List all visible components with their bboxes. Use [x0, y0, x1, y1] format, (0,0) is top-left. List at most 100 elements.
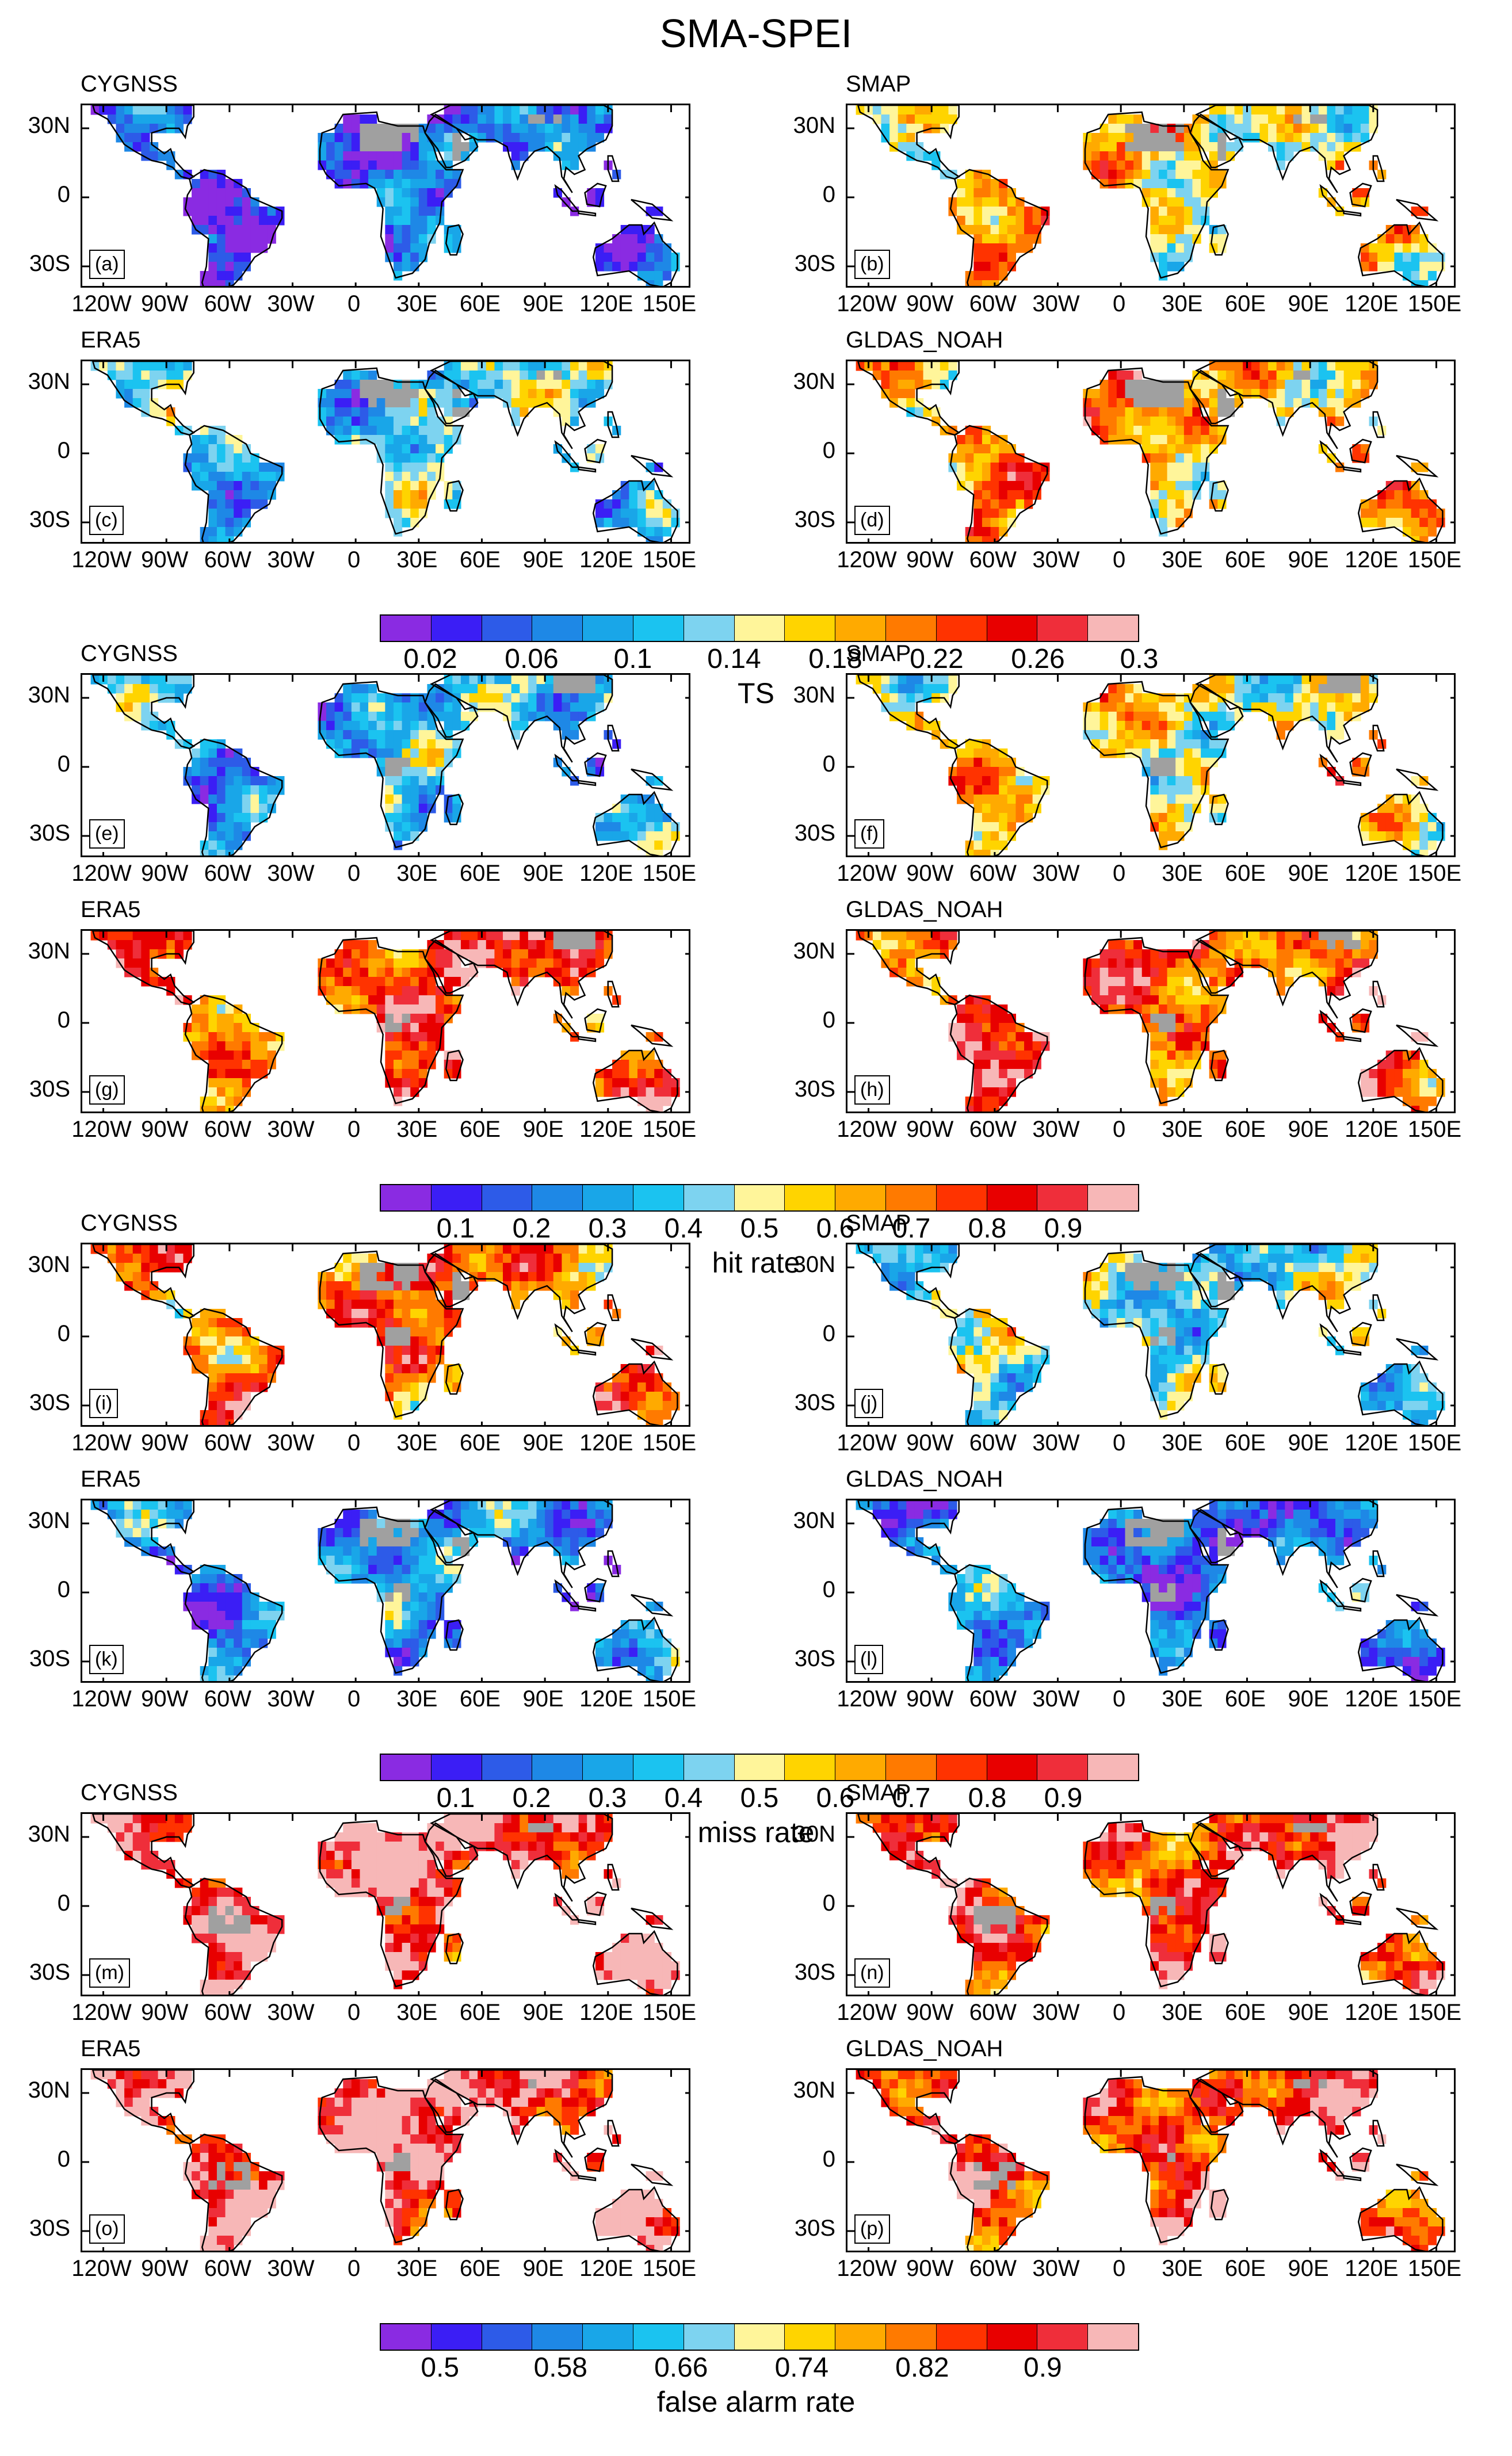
map-cell [957, 785, 966, 795]
map-cell [452, 1281, 461, 1291]
map-cell [418, 389, 428, 399]
colorbar-swatch [885, 1185, 937, 1210]
map-cell [1318, 931, 1327, 941]
map-cell [654, 822, 663, 832]
map-cell [1167, 234, 1176, 244]
map-cell [511, 702, 520, 712]
map-cell [107, 1244, 117, 1254]
map-cell [1133, 739, 1143, 749]
map-cell [368, 370, 377, 380]
map-cell [1099, 389, 1109, 399]
map-cell [604, 243, 613, 253]
map-cell [208, 1355, 217, 1365]
map-cell [225, 1087, 234, 1097]
map-cell [595, 243, 605, 253]
map-cell [116, 1254, 125, 1263]
map-cell [503, 1263, 512, 1273]
map-cell [562, 949, 571, 959]
map-cell [1360, 253, 1370, 262]
map-cell [192, 207, 201, 216]
map-cell [1099, 124, 1109, 133]
map-cell [1150, 949, 1159, 959]
map-cell [132, 712, 142, 721]
map-cell [418, 1364, 428, 1374]
map-cell [1175, 380, 1185, 389]
map-cell [216, 850, 226, 855]
map-cell [385, 179, 394, 189]
map-cell [595, 380, 605, 389]
map-cell [646, 243, 655, 253]
map-cell [562, 684, 571, 694]
coastline-namerica [91, 105, 196, 180]
map-cell [1183, 142, 1193, 152]
map-cell [1175, 949, 1185, 959]
map-cell [1167, 197, 1176, 207]
map-cell [1310, 693, 1319, 703]
map-cell [654, 1382, 663, 1392]
map-cell [444, 490, 453, 500]
map-cell [957, 207, 966, 216]
map-cell [948, 370, 957, 380]
lat-label: 30S [29, 507, 70, 532]
map-cell [250, 804, 259, 813]
map-cell [1411, 1032, 1420, 1042]
map-cell [646, 1382, 655, 1392]
map-cell [1217, 225, 1227, 235]
map-cell [351, 417, 361, 426]
map-cell [208, 1004, 217, 1014]
map-cell [1259, 133, 1269, 143]
map-cell [242, 795, 251, 804]
map-cell [225, 767, 234, 777]
map-cell [511, 380, 520, 389]
map-cell [1099, 380, 1109, 389]
map-cell [376, 1272, 385, 1282]
map-cell [570, 133, 579, 143]
map-cell [1158, 739, 1168, 749]
map-cell [940, 940, 949, 950]
map-cell [318, 417, 327, 426]
map-cell [1158, 1078, 1168, 1088]
panel-label: (b) [854, 250, 890, 279]
map-cell [250, 225, 259, 235]
map-cell [1024, 472, 1033, 482]
map-cell [402, 197, 411, 207]
map-cell [1217, 1272, 1227, 1282]
map-cell [1293, 931, 1303, 941]
map-cell [1217, 684, 1227, 694]
map-cell [973, 1023, 983, 1033]
map-cell [1385, 262, 1395, 272]
map-cell [906, 1244, 915, 1254]
colorbar-tick-label: 0.3 [588, 1213, 627, 1244]
map-cell [132, 114, 142, 124]
map-cell [1167, 958, 1176, 968]
map-cell [528, 142, 537, 152]
map-cell [1217, 170, 1227, 179]
lon-label: 120E [579, 1117, 633, 1142]
map-cell [1007, 481, 1017, 491]
map-cell [418, 767, 428, 777]
map-cell [662, 1078, 672, 1088]
lat-label: 30S [29, 251, 70, 276]
map-cell [402, 1069, 411, 1079]
map-cell [1167, 730, 1176, 740]
map-cell [1183, 1060, 1193, 1070]
map-cell [662, 1382, 672, 1392]
map-cell [1116, 417, 1126, 426]
map-cell [1301, 361, 1311, 371]
map-cell [393, 1281, 403, 1291]
map-cell [545, 105, 554, 115]
map-cell [570, 124, 579, 133]
map-cell [410, 1041, 419, 1051]
coastline-samerica [184, 1308, 283, 1425]
map-cell [418, 1272, 428, 1282]
map-cell [1183, 712, 1193, 721]
map-cell [402, 481, 411, 491]
map-cell [1141, 1263, 1151, 1273]
map-cell [1150, 207, 1159, 216]
map-cell [1015, 481, 1025, 491]
map-cell [578, 124, 587, 133]
map-cell [141, 940, 150, 950]
map-cell [948, 1254, 957, 1263]
map-cell [318, 398, 327, 408]
coastline-sumatra [1319, 440, 1346, 468]
